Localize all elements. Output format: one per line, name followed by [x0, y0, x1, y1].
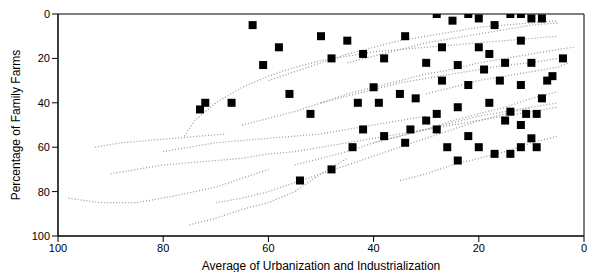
- svg-text:40: 40: [38, 97, 50, 109]
- svg-text:80: 80: [157, 242, 169, 254]
- svg-text:80: 80: [38, 186, 50, 198]
- svg-text:0: 0: [44, 8, 50, 20]
- svg-text:40: 40: [367, 242, 379, 254]
- svg-text:20: 20: [473, 242, 485, 254]
- svg-text:Average of Urbanization and In: Average of Urbanization and Industrializ…: [202, 259, 441, 272]
- svg-text:100: 100: [49, 242, 67, 254]
- svg-text:100: 100: [32, 230, 50, 242]
- svg-text:Percentage of Family Farms: Percentage of Family Farms: [9, 50, 23, 201]
- svg-text:0: 0: [581, 242, 587, 254]
- svg-text:20: 20: [38, 52, 50, 64]
- svg-text:60: 60: [262, 242, 274, 254]
- svg-text:60: 60: [38, 141, 50, 153]
